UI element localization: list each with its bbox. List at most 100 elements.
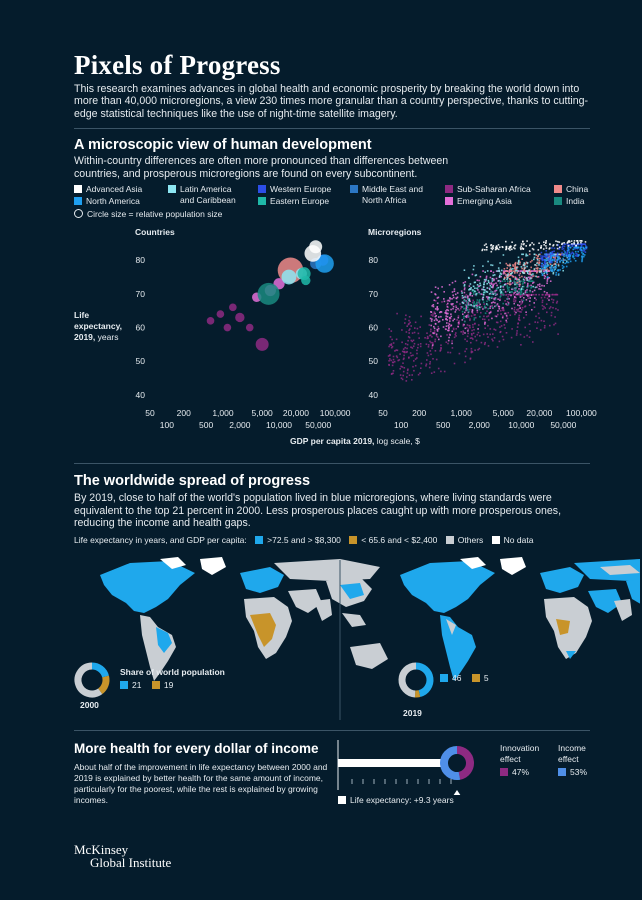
microregion-point	[436, 336, 439, 338]
microregion-point	[579, 249, 581, 251]
microregion-point	[550, 314, 553, 317]
microregion-point	[451, 281, 454, 284]
microregion-point	[552, 267, 554, 269]
microregion-point	[511, 282, 514, 284]
section2-heading: The worldwide spread of progress	[74, 473, 311, 489]
microregion-point	[412, 354, 414, 357]
microregion-point	[517, 308, 520, 310]
legend-swatch	[554, 185, 562, 193]
microregion-point	[434, 338, 437, 341]
microregion-point	[468, 288, 471, 290]
microregion-point	[533, 302, 535, 304]
microregion-point	[514, 272, 516, 274]
share-title: Share of world population	[120, 667, 225, 677]
microregion-point	[449, 317, 451, 319]
microregion-point	[495, 277, 498, 280]
microregion-point	[557, 274, 560, 276]
x-tick-label: 200	[177, 408, 191, 418]
microregion-point	[479, 275, 482, 278]
microregion-point	[531, 309, 533, 311]
microregion-point	[538, 242, 540, 244]
microregion-point	[506, 315, 508, 318]
microregion-point	[546, 292, 548, 294]
legend-label: Western Europe	[270, 184, 332, 194]
country-point	[281, 269, 297, 285]
microregion-point	[489, 288, 491, 291]
microregion-point	[548, 307, 551, 310]
microregion-point	[537, 284, 539, 286]
microregion-point	[469, 300, 471, 302]
microregion-point	[498, 340, 501, 343]
microregion-point	[449, 320, 451, 322]
microregion-point	[550, 268, 552, 270]
microregion-point	[392, 370, 395, 372]
microregion-point	[509, 269, 511, 271]
microregion-point	[463, 299, 465, 302]
microregion-point	[540, 251, 543, 254]
microregion-point	[529, 280, 532, 282]
microregion-point	[508, 275, 510, 277]
legend-swatch	[255, 536, 264, 544]
microregion-point	[567, 247, 569, 250]
microregion-point	[466, 298, 469, 301]
microregion-point	[445, 315, 447, 317]
microregion-point	[564, 262, 566, 265]
microregion-point	[554, 263, 557, 266]
microregion-point	[490, 290, 492, 293]
y-axis-label-line: 2019,	[74, 332, 96, 342]
microregion-point	[466, 335, 469, 338]
microregion-point	[467, 330, 469, 332]
microregion-point	[518, 288, 520, 290]
microregion-point	[404, 343, 407, 345]
microregion-point	[543, 241, 545, 243]
microregion-point	[491, 246, 494, 248]
microregion-point	[564, 243, 567, 245]
microregion-point	[561, 242, 564, 245]
country-point	[257, 282, 280, 305]
microregion-point	[520, 266, 523, 268]
x-tick-label: 10,000	[266, 420, 292, 430]
microregion-point	[532, 341, 534, 343]
microregion-point	[516, 332, 518, 334]
income-label: effect	[558, 754, 579, 764]
microregion-point	[476, 287, 478, 290]
microregion-point	[525, 245, 527, 247]
microregion-point	[474, 349, 476, 351]
microregion-point	[493, 274, 496, 276]
microregion-point	[445, 328, 447, 331]
microregion-point	[509, 267, 512, 269]
microregion-point	[494, 315, 497, 317]
microregion-point	[412, 345, 415, 347]
microregion-point	[468, 299, 470, 302]
microregion-point	[451, 347, 454, 349]
microregion-point	[583, 243, 586, 245]
x-axis-label-main: GDP per capita 2019,	[290, 436, 375, 446]
microregion-point	[566, 256, 569, 259]
microregion-point	[547, 276, 549, 278]
microregion-point	[552, 252, 555, 255]
microregion-point	[543, 320, 545, 322]
microregion-point	[555, 240, 557, 242]
microregion-point	[445, 341, 448, 343]
microregion-point	[472, 299, 474, 302]
microregion-point	[467, 328, 469, 331]
microregion-point	[553, 269, 556, 272]
microregion-point	[511, 271, 514, 274]
x-tick-label: 5,000	[493, 408, 515, 418]
microregion-point	[562, 261, 564, 264]
y-tick-label: 60	[369, 323, 379, 333]
microregion-point	[507, 290, 509, 292]
microregion-point	[463, 296, 465, 299]
microregion-point	[486, 304, 489, 306]
microregion-point	[466, 340, 468, 342]
microregion-point	[546, 278, 549, 281]
microregion-point	[540, 257, 543, 259]
microregion-point	[557, 244, 559, 246]
microregion-point	[562, 260, 564, 262]
microregion-point	[494, 297, 497, 299]
microregion-point	[402, 370, 405, 373]
microregion-point	[413, 342, 416, 345]
microregion-point	[500, 313, 502, 315]
microregion-point	[462, 317, 465, 320]
legend-label: Latin America and Caribbean	[180, 184, 236, 205]
